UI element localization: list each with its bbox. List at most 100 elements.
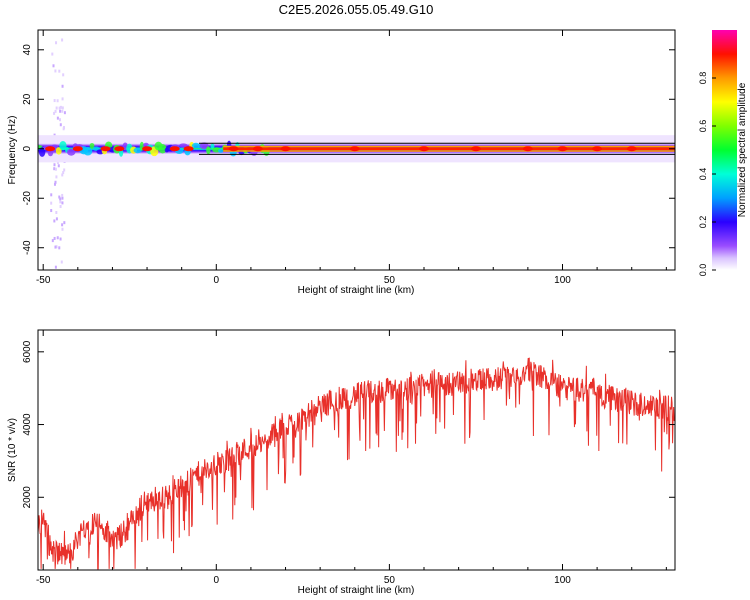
heatmap-x-tick-label: -50 (36, 275, 51, 286)
heatmap-noise-cell (63, 111, 66, 115)
heatmap-hot-spot (280, 146, 291, 152)
colorbar-tick-label: 0.4 (698, 168, 708, 181)
heatmap-noise-cell (58, 118, 61, 122)
heatmap-peak-edge-bottom (223, 150, 675, 152)
heatmap-noise-cell (56, 99, 59, 103)
snr-y-tick-label: 4000 (22, 413, 33, 436)
heatmap-hot-spot (169, 146, 180, 152)
heatmap-hot-spot (100, 146, 111, 152)
heatmap-noise-cell (53, 163, 56, 167)
heatmap-noise-cell (51, 52, 54, 56)
heatmap-noise-cell (61, 106, 64, 110)
heatmap-x-axis-label: Height of straight line (km) (298, 285, 415, 296)
snr-y-tick-label: 2000 (22, 486, 33, 509)
heatmap-noise-cell (61, 196, 64, 200)
heatmap-noise-cell (61, 109, 64, 113)
heatmap-noise-cell (63, 168, 66, 172)
heatmap-frame (37, 29, 676, 271)
heatmap-noise-cell (59, 200, 62, 204)
heatmap-noise-cell (56, 160, 59, 164)
snr-panel: -50 0 50 100 6000 4000 2000 Height of straigh… (7, 329, 676, 596)
heatmap-noise-cell (52, 64, 55, 68)
snr-x-tick-label: 50 (384, 575, 396, 586)
heatmap-noise-cell (50, 193, 53, 197)
heatmap-noise-cell (55, 245, 58, 249)
heatmap-y-tick-label: 40 (22, 44, 33, 56)
heatmap-noise-cell (53, 99, 56, 103)
heatmap-noise-cell (53, 236, 56, 240)
colorbar-tick-label: 0.2 (698, 216, 708, 229)
heatmap-noise-cell (63, 221, 66, 225)
heatmap-noise-cell (57, 164, 60, 168)
heatmap-panel: -50 0 50 100 40 20 0 -20 -40 Height of straight… (7, 29, 676, 296)
heatmap-blob (158, 144, 167, 154)
heatmap-hot-spot (470, 146, 481, 152)
heatmap-hot-spot (349, 146, 360, 152)
snr-x-tick-label: 100 (554, 575, 571, 586)
heatmap-noise-cell (59, 197, 62, 201)
heatmap-hot-spot (45, 146, 56, 152)
heatmap-content (38, 38, 675, 269)
colorbar-gradient (712, 30, 737, 270)
heatmap-noise-cell (62, 171, 65, 175)
heatmap-noise-cell (54, 109, 57, 113)
heatmap-x-tick-label: 100 (554, 275, 571, 286)
heatmap-noise-cell (62, 73, 65, 77)
heatmap-peak-edge-top (223, 145, 675, 148)
heatmap-noise-cell (55, 217, 58, 221)
heatmap-noise-cell (55, 211, 58, 215)
heatmap-noise-cell (55, 41, 58, 45)
heatmap-hot-spot (419, 146, 430, 152)
heatmap-noise-cell (56, 116, 59, 120)
heatmap-y-tick-label: -40 (22, 240, 33, 255)
heatmap-noise-cell (53, 182, 56, 186)
heatmap-noise-cell (53, 167, 56, 171)
snr-x-tick-label: -50 (36, 575, 51, 586)
heatmap-y-tick-label: 20 (22, 93, 33, 105)
snr-y-axis-label: SNR (10 * v/v) (7, 418, 18, 482)
heatmap-noise-cell (58, 106, 61, 110)
heatmap-noise-cell (53, 133, 56, 137)
snr-content (38, 357, 675, 570)
heatmap-noise-cell (60, 260, 63, 264)
heatmap-blob (218, 148, 224, 153)
heatmap-noise-cell (63, 126, 66, 130)
heatmap-noise-cell (61, 84, 64, 88)
heatmap-hot-spot (72, 146, 83, 152)
heatmap-blob (55, 147, 62, 155)
heatmap-noise-cell (53, 111, 56, 115)
heatmap-noise-cell (58, 195, 61, 199)
heatmap-noise-cell (50, 201, 53, 205)
figure-title: C2E5.2026.055.05.49.G10 (279, 2, 434, 17)
heatmap-noise-cell (61, 173, 64, 177)
heatmap-noise-cell (54, 265, 57, 269)
heatmap-noise-cell (59, 109, 62, 113)
heatmap-blob (38, 147, 46, 157)
heatmap-x-tick-label: 50 (384, 275, 396, 286)
heatmap-noise-cell (59, 105, 62, 109)
heatmap-y-tick-label: 0 (22, 146, 33, 152)
heatmap-blob (59, 140, 67, 151)
snr-series-line (38, 357, 675, 570)
heatmap-blob (89, 142, 95, 149)
heatmap-hot-spot (592, 146, 603, 152)
heatmap-noise-cell (61, 97, 64, 101)
heatmap-noise-cell (59, 237, 62, 241)
heatmap-noise-cell (55, 106, 58, 110)
heatmap-x-ticks: -50 0 50 100 (36, 30, 667, 286)
heatmap-blob (67, 148, 76, 156)
heatmap-blob (210, 143, 215, 149)
heatmap-noise-cell (51, 239, 54, 243)
heatmap-peak-line (223, 147, 675, 151)
heatmap-hot-spot (557, 146, 568, 152)
heatmap-noise-cell (61, 227, 64, 231)
heatmap-blob (206, 146, 211, 155)
snr-x-axis-label: Height of straight line (km) (298, 585, 415, 596)
snr-y-tick-label: 6000 (22, 340, 33, 363)
heatmap-noise-cell (58, 69, 61, 73)
heatmap-noise-cell (61, 193, 64, 197)
snr-frame (37, 329, 676, 571)
heatmap-noise-cell (61, 223, 64, 227)
colorbar: 0.0 0.2 0.4 0.6 0.8 Normalized spectral ampl… (698, 30, 748, 276)
heatmap-noise-cell (54, 167, 57, 171)
